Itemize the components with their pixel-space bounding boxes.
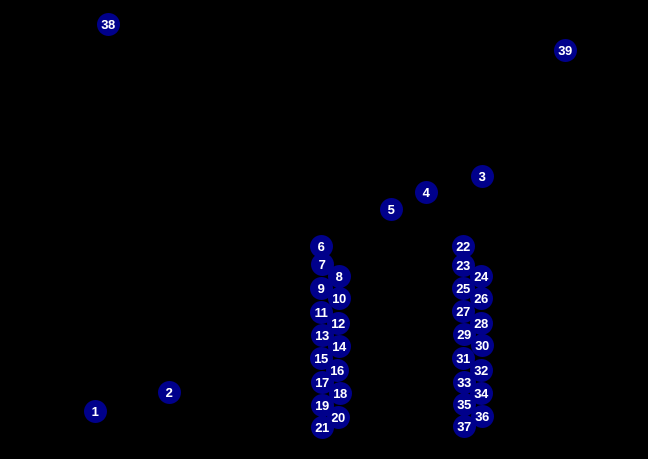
som-mark-label: 26 bbox=[474, 290, 488, 306]
som-mark-30[interactable]: 30 bbox=[470, 333, 494, 357]
som-mark-label: 9 bbox=[317, 280, 325, 296]
som-mark-32[interactable]: 32 bbox=[469, 358, 493, 382]
som-mark-label: 23 bbox=[456, 257, 470, 273]
som-mark-label: 28 bbox=[474, 315, 488, 331]
som-mark-34[interactable]: 34 bbox=[469, 381, 493, 405]
som-mark-label: 34 bbox=[474, 385, 488, 401]
som-mark-label: 12 bbox=[331, 315, 345, 331]
som-mark-23[interactable]: 23 bbox=[451, 253, 475, 277]
som-mark-label: 36 bbox=[475, 408, 489, 424]
som-mark-label: 21 bbox=[315, 419, 329, 435]
som-mark-label: 19 bbox=[315, 397, 329, 413]
som-mark-37[interactable]: 37 bbox=[452, 414, 476, 438]
som-mark-label: 3 bbox=[478, 168, 486, 184]
som-mark-label: 18 bbox=[333, 385, 347, 401]
som-mark-label: 4 bbox=[422, 184, 430, 200]
som-mark-label: 1 bbox=[91, 403, 99, 419]
som-mark-17[interactable]: 17 bbox=[310, 370, 334, 394]
som-mark-label: 14 bbox=[332, 338, 346, 354]
som-mark-label: 30 bbox=[475, 337, 489, 353]
som-mark-2[interactable]: 2 bbox=[157, 380, 181, 404]
som-mark-label: 2 bbox=[165, 384, 173, 400]
som-mark-1[interactable]: 1 bbox=[83, 399, 107, 423]
som-mark-13[interactable]: 13 bbox=[310, 323, 334, 347]
som-mark-label: 13 bbox=[315, 327, 329, 343]
som-mark-18[interactable]: 18 bbox=[328, 381, 352, 405]
som-mark-11[interactable]: 11 bbox=[309, 300, 333, 324]
som-mark-7[interactable]: 7 bbox=[310, 252, 334, 276]
som-mark-6[interactable]: 6 bbox=[309, 234, 333, 258]
som-mark-28[interactable]: 28 bbox=[469, 311, 493, 335]
som-mark-35[interactable]: 35 bbox=[452, 392, 476, 416]
som-mark-14[interactable]: 14 bbox=[327, 334, 351, 358]
som-mark-label: 6 bbox=[317, 238, 325, 254]
som-mark-21[interactable]: 21 bbox=[310, 415, 334, 439]
som-mark-label: 17 bbox=[315, 374, 329, 390]
som-mark-5[interactable]: 5 bbox=[379, 197, 403, 221]
som-mark-4[interactable]: 4 bbox=[414, 180, 438, 204]
som-mark-label: 33 bbox=[457, 374, 471, 390]
som-mark-8[interactable]: 8 bbox=[327, 264, 351, 288]
som-mark-31[interactable]: 31 bbox=[451, 346, 475, 370]
som-mark-label: 22 bbox=[456, 238, 470, 254]
som-mark-24[interactable]: 24 bbox=[469, 264, 493, 288]
som-mark-39[interactable]: 39 bbox=[553, 38, 577, 62]
som-mark-label: 20 bbox=[331, 409, 345, 425]
som-mark-3[interactable]: 3 bbox=[470, 164, 494, 188]
som-mark-label: 16 bbox=[330, 362, 344, 378]
som-mark-38[interactable]: 38 bbox=[96, 12, 120, 36]
som-mark-22[interactable]: 22 bbox=[451, 234, 475, 258]
som-mark-26[interactable]: 26 bbox=[469, 286, 493, 310]
som-mark-25[interactable]: 25 bbox=[451, 276, 475, 300]
som-mark-label: 39 bbox=[558, 42, 572, 58]
som-mark-33[interactable]: 33 bbox=[452, 370, 476, 394]
som-mark-27[interactable]: 27 bbox=[451, 299, 475, 323]
som-mark-label: 29 bbox=[457, 326, 471, 342]
som-mark-29[interactable]: 29 bbox=[452, 322, 476, 346]
som-mark-label: 37 bbox=[457, 418, 471, 434]
som-mark-label: 31 bbox=[456, 350, 470, 366]
som-mark-label: 38 bbox=[101, 16, 115, 32]
som-mark-label: 11 bbox=[314, 304, 328, 320]
som-mark-label: 8 bbox=[335, 268, 343, 284]
som-mark-label: 15 bbox=[314, 350, 328, 366]
som-mark-label: 27 bbox=[456, 303, 470, 319]
som-mark-label: 7 bbox=[318, 256, 326, 272]
som-mark-10[interactable]: 10 bbox=[327, 286, 351, 310]
som-mark-9[interactable]: 9 bbox=[309, 276, 333, 300]
som-mark-label: 24 bbox=[474, 268, 488, 284]
som-mark-label: 35 bbox=[457, 396, 471, 412]
som-mark-label: 25 bbox=[456, 280, 470, 296]
som-mark-label: 32 bbox=[474, 362, 488, 378]
som-mark-36[interactable]: 36 bbox=[470, 404, 494, 428]
som-mark-label: 10 bbox=[332, 290, 346, 306]
som-mark-label: 5 bbox=[387, 201, 395, 217]
